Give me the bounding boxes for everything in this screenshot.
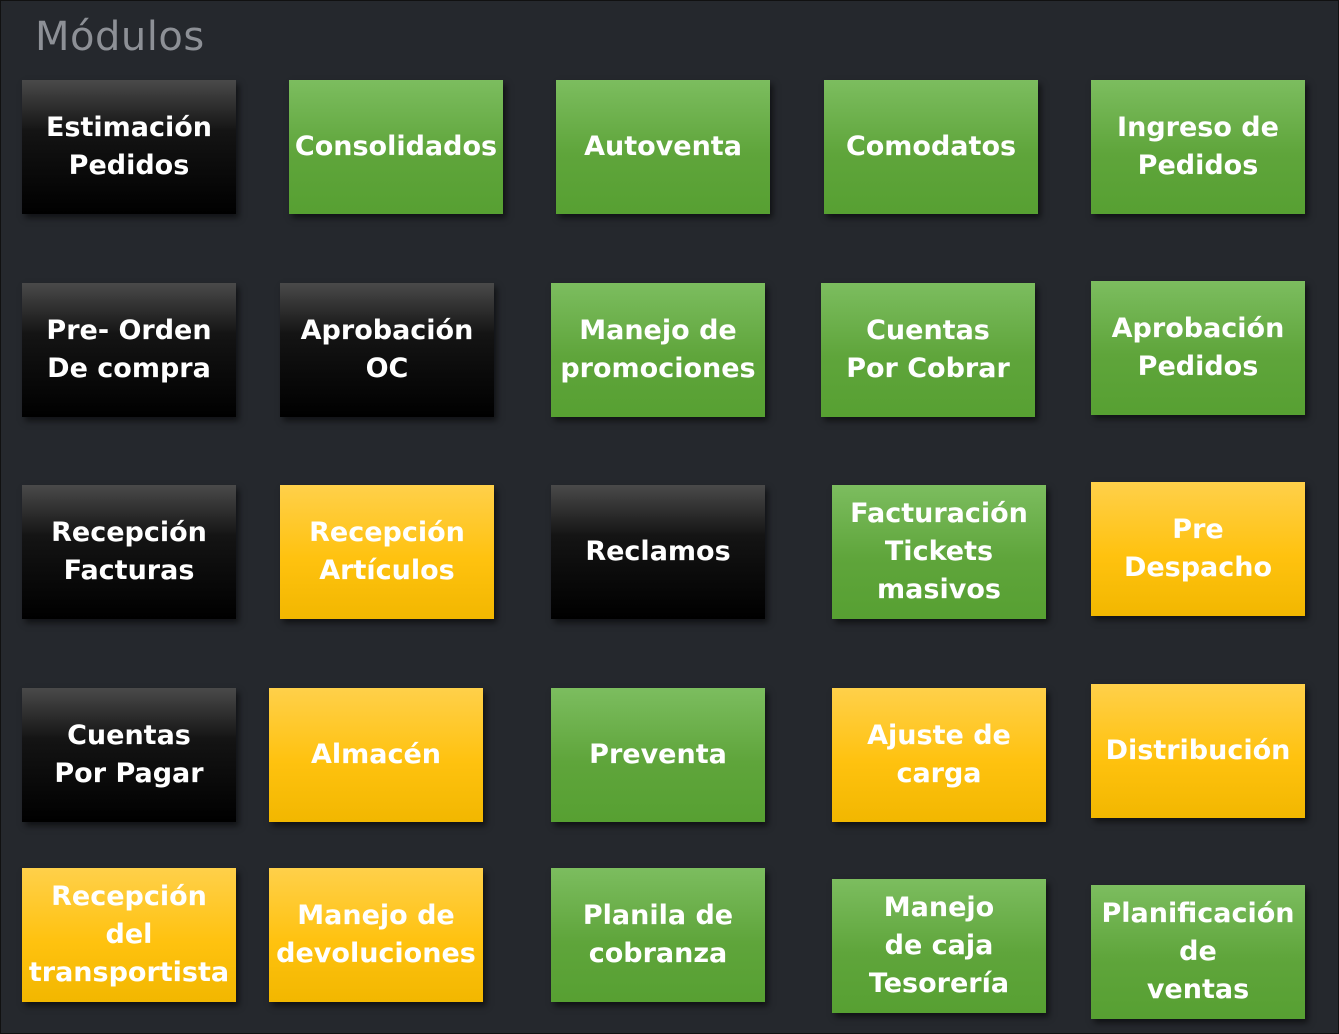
tile-planila-de-cobranza[interactable]: Planila de cobranza bbox=[551, 868, 765, 1002]
tile-cuentas-por-pagar[interactable]: Cuentas Por Pagar bbox=[22, 688, 236, 822]
tile-manejo-de-devoluciones[interactable]: Manejo de devoluciones bbox=[269, 868, 483, 1002]
tile-consolidados[interactable]: Consolidados bbox=[289, 80, 503, 214]
tile-recepcion-facturas[interactable]: Recepción Facturas bbox=[22, 485, 236, 619]
tile-reclamos[interactable]: Reclamos bbox=[551, 485, 765, 619]
tile-estimacion-pedidos[interactable]: Estimación Pedidos bbox=[22, 80, 236, 214]
tile-planificacion-de-ventas[interactable]: Planificación de ventas bbox=[1091, 885, 1305, 1019]
page-title: Módulos bbox=[35, 14, 205, 60]
tile-manejo-de-caja-tesoreria[interactable]: Manejo de caja Tesorería bbox=[832, 879, 1046, 1013]
tile-preventa[interactable]: Preventa bbox=[551, 688, 765, 822]
tile-ajuste-de-carga[interactable]: Ajuste de carga bbox=[832, 688, 1046, 822]
tile-ingreso-de-pedidos[interactable]: Ingreso de Pedidos bbox=[1091, 80, 1305, 214]
tile-cuentas-por-cobrar[interactable]: Cuentas Por Cobrar bbox=[821, 283, 1035, 417]
tile-manejo-de-promociones[interactable]: Manejo de promociones bbox=[551, 283, 765, 417]
tile-aprobacion-pedidos[interactable]: Aprobación Pedidos bbox=[1091, 281, 1305, 415]
tile-almacen[interactable]: Almacén bbox=[269, 688, 483, 822]
tile-pre-orden-de-compra[interactable]: Pre- Orden De compra bbox=[22, 283, 236, 417]
tile-autoventa[interactable]: Autoventa bbox=[556, 80, 770, 214]
tile-pre-despacho[interactable]: Pre Despacho bbox=[1091, 482, 1305, 616]
tile-facturacion-tickets-masivos[interactable]: Facturación Tickets masivos bbox=[832, 485, 1046, 619]
tile-distribucion[interactable]: Distribución bbox=[1091, 684, 1305, 818]
tile-recepcion-del-transportista[interactable]: Recepción del transportista bbox=[22, 868, 236, 1002]
tile-comodatos[interactable]: Comodatos bbox=[824, 80, 1038, 214]
tile-aprobacion-oc[interactable]: Aprobación OC bbox=[280, 283, 494, 417]
tile-recepcion-articulos[interactable]: Recepción Artículos bbox=[280, 485, 494, 619]
